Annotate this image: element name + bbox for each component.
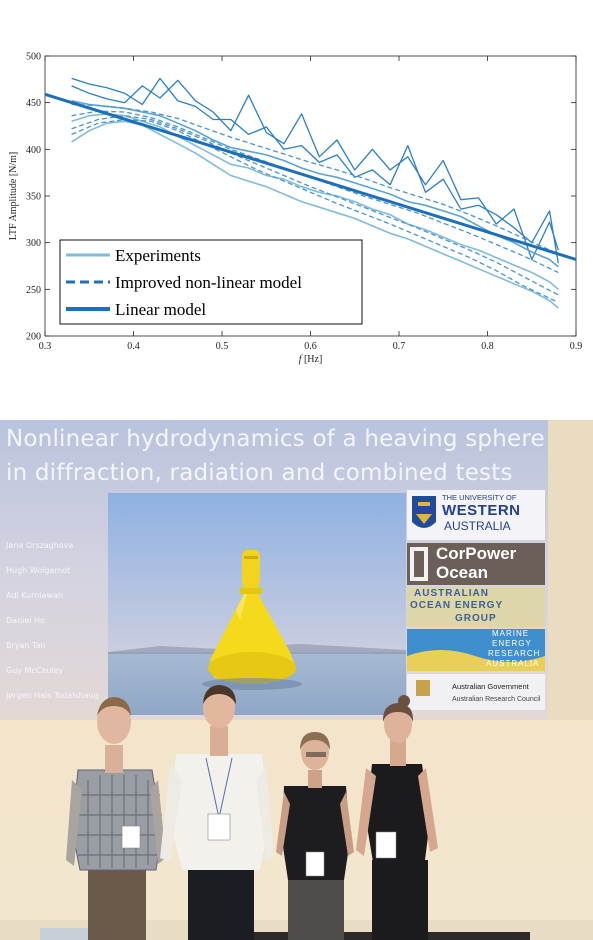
nonlinear-model-line [71,118,559,303]
legend-entry: Linear model [115,300,206,319]
gov-logo-line-2: Australian Research Council [452,696,541,703]
y-tick-label: 400 [26,145,41,156]
aoeg-logo-line-2: OCEAN ENERGY [410,600,504,611]
merra-logo-line-2: ENERGY [492,639,532,648]
y-tick-label: 350 [26,192,41,203]
person-4 [356,695,438,940]
author-name: Daniel Ho [6,616,45,625]
y-tick-label: 250 [26,285,41,296]
nonlinear-model-line [71,103,559,255]
conference-photo: Nonlinear hydrodynamics of a heaving sph… [0,420,593,940]
x-axis-label: f [Hz] [299,354,323,365]
person-2 [160,685,274,940]
experiment-line [71,100,559,268]
x-tick-label: 0.4 [127,341,140,352]
experiment-line [71,77,559,264]
experiment-line [71,120,559,309]
chart-canvas: 0.3 0.4 0.5 0.6 0.7 0.8 0.9 200 250 300 350 400 450 5… [8,52,583,366]
legend-entry: Improved non-linear model [115,273,302,292]
gov-logo-line-1: Australian Government [452,682,529,691]
author-name: Guy McCauley [6,666,64,675]
y-tick-label: 300 [26,238,41,249]
x-tick-label: 0.9 [570,341,583,352]
merra-logo-line-4: AUSTRALIA [486,659,540,668]
merra-logo-line-3: RESEARCH [488,649,541,658]
merra-logo-line-1: MARINE [492,629,530,638]
x-tick-label: 0.5 [216,341,229,352]
gov-crest-icon [416,680,430,696]
slide-title-line-2: in diffraction, radiation and combined t… [6,460,513,486]
photo-scene [0,420,593,940]
y-axis-label: LTF Amplitude [N/m] [8,152,19,241]
author-name: Jana Orszaghova [6,541,74,550]
x-tick-label: 0.8 [481,341,494,352]
x-tick-label: 0.7 [393,341,406,352]
y-tick-label: 200 [26,332,41,343]
linear-model-line [44,92,577,261]
corpower-logo-line-1: CorPower [436,544,517,563]
y-tick-label: 450 [26,98,41,109]
ltf-chart: 0.3 0.4 0.5 0.6 0.7 0.8 0.9 200 250 300 350 400 450 5… [0,0,593,395]
x-tick-label: 0.6 [304,341,317,352]
aoeg-logo-line-1: AUSTRALIAN [414,588,489,599]
author-name: Adi Kurniawan [6,591,63,600]
y-tick-label: 500 [26,52,41,63]
author-name: Jørgen Hals Todalshaug [6,691,99,700]
uwa-logo-line-1: THE UNIVERSITY OF [442,493,517,502]
aoeg-logo-line-3: GROUP [455,613,497,624]
corpower-logo-line-2: Ocean [436,563,488,582]
legend-entry: Experiments [115,246,201,265]
legend-box [59,239,363,325]
experiment-line [71,113,559,290]
author-name: Hugh Wolgamot [6,566,71,575]
uwa-logo-line-3: AUSTRALIA [444,519,511,533]
uwa-logo-line-2: WESTERN [442,502,521,519]
slide-title-line-1: Nonlinear hydrodynamics of a heaving sph… [6,426,545,452]
person-1 [66,697,166,940]
experiment-line [71,79,559,261]
x-tick-label: 0.3 [39,341,52,352]
author-name: Bryan Tan [6,641,46,650]
person-3 [276,732,354,940]
nonlinear-model-line [71,115,559,296]
